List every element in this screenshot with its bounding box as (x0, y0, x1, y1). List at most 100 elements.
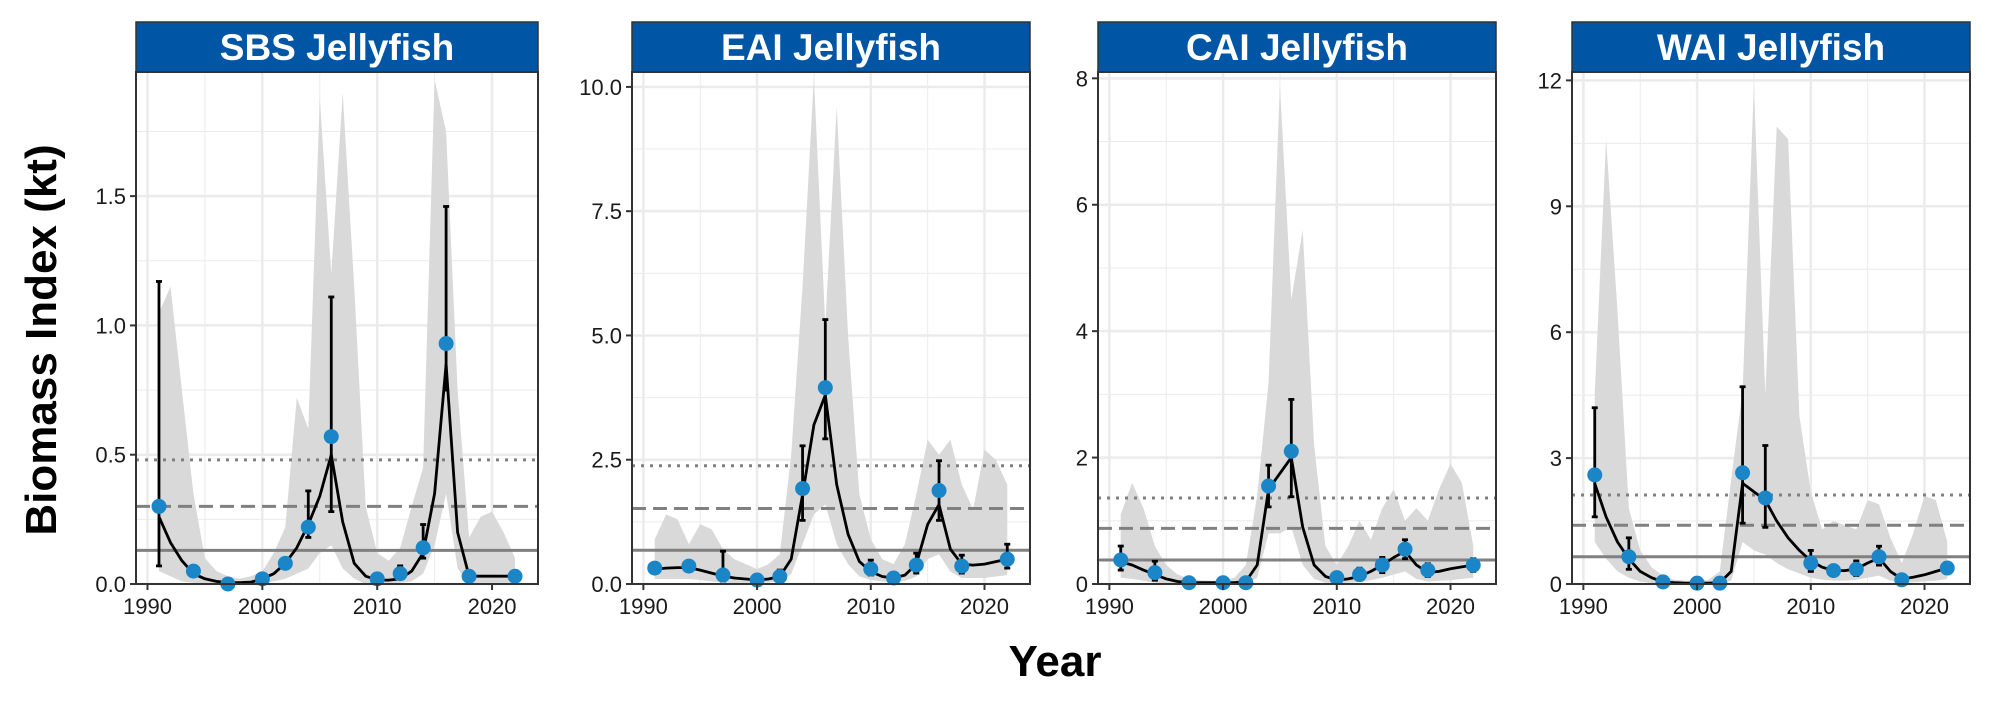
data-point (795, 481, 811, 497)
data-point (1215, 575, 1231, 591)
y-tick-label: 1.0 (95, 313, 126, 338)
data-point (1587, 467, 1603, 483)
x-tick-label: 2010 (1786, 594, 1835, 619)
y-tick-label: 5.0 (591, 323, 622, 348)
fitted-trend-line (157, 362, 515, 585)
data-point (908, 557, 924, 573)
data-point (886, 570, 902, 586)
y-tick-label: 3 (1550, 446, 1562, 471)
x-tick-label: 2020 (1900, 594, 1949, 619)
data-point (999, 551, 1015, 567)
y-tick-label: 6 (1550, 320, 1562, 345)
x-tick-label: 1990 (619, 594, 668, 619)
panel-3: WAI Jellyfish 0 3 6 9 12 1990 2000 2010 2020 (1538, 21, 1971, 619)
panel-title: WAI Jellyfish (1657, 27, 1885, 68)
fitted-trend-line (654, 393, 1008, 582)
data-point (1735, 465, 1751, 481)
data-point (1655, 574, 1671, 590)
y-tick-label: 2.5 (591, 448, 622, 473)
y-tick-label: 0.5 (95, 443, 126, 468)
data-point (1848, 561, 1864, 577)
data-point (954, 558, 970, 574)
panel-border (1097, 71, 1497, 585)
y-tick-label: 0.0 (591, 572, 622, 597)
x-tick-label: 1990 (1085, 594, 1134, 619)
data-point (1238, 575, 1254, 591)
x-tick-label: 2000 (238, 594, 287, 619)
panel-title: CAI Jellyfish (1186, 27, 1408, 68)
x-tick-label: 2020 (468, 594, 517, 619)
y-tick-label: 0.0 (95, 572, 126, 597)
y-tick-label: 10.0 (579, 75, 622, 100)
y-tick-label: 4 (1076, 319, 1088, 344)
data-point (369, 571, 385, 587)
data-point (1113, 552, 1129, 568)
data-point (1181, 575, 1197, 591)
y-tick-label: 2 (1076, 446, 1088, 471)
data-point (185, 563, 201, 579)
y-tick-label: 7.5 (591, 199, 622, 224)
data-point (817, 380, 833, 396)
x-tick-label: 1990 (1559, 594, 1608, 619)
panel-border (631, 71, 1031, 585)
data-point (1871, 549, 1887, 565)
panel-title: EAI Jellyfish (721, 27, 941, 68)
data-point (461, 568, 477, 584)
data-point (1261, 478, 1277, 494)
x-tick-label: 2010 (846, 594, 895, 619)
panel-border (1571, 71, 1971, 585)
data-point (681, 558, 697, 574)
data-point (1283, 443, 1299, 459)
x-tick-label: 2000 (1673, 594, 1722, 619)
data-point (1397, 541, 1413, 557)
y-tick-label: 0 (1076, 572, 1088, 597)
data-point (1147, 565, 1163, 581)
data-point (1420, 562, 1436, 578)
panel-1: EAI Jellyfish 0.0 2.5 5.0 7.5 10.0 1990 2000 201… (579, 21, 1031, 619)
confidence-ribbon (1594, 84, 1948, 584)
data-point (1352, 567, 1368, 583)
data-point (647, 560, 663, 576)
data-point (1939, 560, 1955, 576)
data-point (300, 519, 316, 535)
data-point (1465, 557, 1481, 573)
data-point (863, 561, 879, 577)
panel-border (135, 71, 539, 585)
data-point (392, 566, 408, 582)
panel-2: CAI Jellyfish 0 2 4 6 8 1990 2000 2010 2020 (1076, 21, 1497, 619)
data-point (277, 555, 293, 571)
confidence-ribbon (1120, 84, 1474, 584)
x-tick-label: 2020 (1426, 594, 1475, 619)
x-tick-label: 2020 (960, 594, 1009, 619)
data-point (151, 498, 167, 514)
fitted-trend-line (1120, 456, 1474, 585)
x-tick-label: 2000 (1199, 594, 1248, 619)
data-point (438, 336, 454, 352)
x-tick-label: 1990 (123, 594, 172, 619)
data-point (1757, 490, 1773, 506)
confidence-ribbon (654, 77, 1008, 583)
panel-strip (135, 21, 539, 73)
data-point (507, 568, 523, 584)
y-tick-label: 9 (1550, 194, 1562, 219)
data-point (1621, 549, 1637, 565)
confidence-ribbon (159, 79, 515, 585)
data-point (1803, 555, 1819, 571)
panel-0: SBS Jellyfish 0.0 0.5 1.0 1.5 1990 2000 2010 202… (95, 21, 539, 619)
y-tick-label: 0 (1550, 572, 1562, 597)
data-point (931, 483, 947, 499)
data-point (715, 567, 731, 583)
data-point (1894, 572, 1910, 588)
data-point (254, 571, 270, 587)
y-tick-label: 1.5 (95, 184, 126, 209)
x-axis-title: Year (1009, 637, 1102, 686)
y-tick-label: 12 (1538, 68, 1562, 93)
x-tick-label: 2010 (1312, 594, 1361, 619)
data-point (772, 569, 788, 585)
panel-strip (631, 21, 1031, 73)
data-point (1826, 563, 1842, 579)
x-tick-label: 2010 (353, 594, 402, 619)
y-axis-title: Biomass Index (kt) (17, 144, 66, 535)
